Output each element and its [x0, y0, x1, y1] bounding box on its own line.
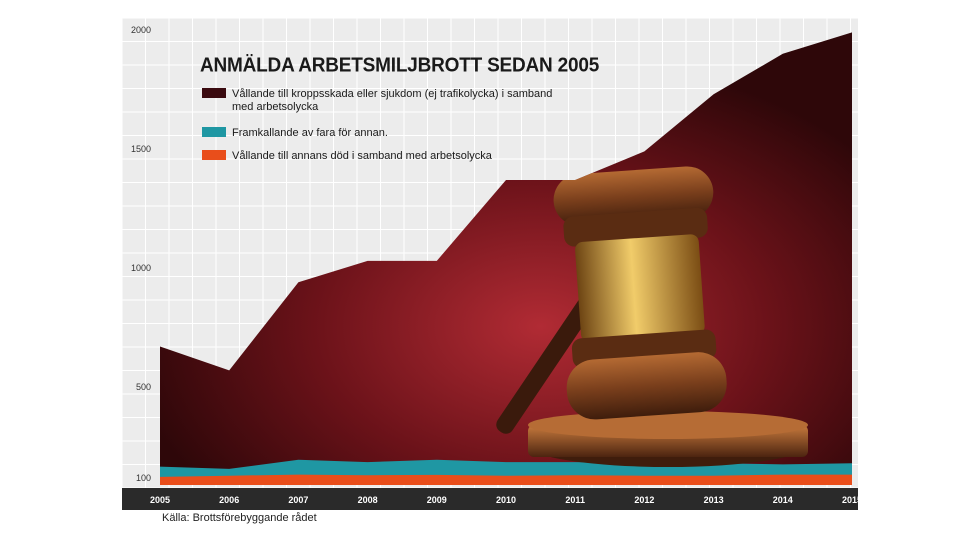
legend-swatch: [202, 88, 226, 98]
x-tick-label: 2006: [219, 495, 239, 505]
legend: Vållande till kroppsskada eller sjukdom …: [202, 88, 552, 162]
gavel-illustration: [496, 166, 808, 467]
y-tick-label: 1500: [131, 144, 151, 154]
legend-swatch: [202, 150, 226, 160]
x-tick-label: 2013: [704, 495, 724, 505]
x-tick-label: 2011: [565, 495, 585, 505]
x-tick-label: 2009: [427, 495, 447, 505]
y-tick-label: 500: [136, 382, 151, 392]
legend-label: Framkallande av fara för annan.: [232, 127, 388, 139]
legend-swatch: [202, 127, 226, 137]
chart-title: ANMÄLDA ARBETSMILJBROTT SEDAN 2005: [200, 53, 599, 77]
x-tick-label: 2007: [288, 495, 308, 505]
y-tick-label: 2000: [131, 25, 151, 35]
x-tick-label: 2014: [773, 495, 793, 505]
legend-label: Vållande till annans död i samband med a…: [232, 150, 493, 162]
y-tick-label: 1000: [131, 263, 151, 273]
x-tick-label: 2010: [496, 495, 516, 505]
x-tick-label: 2008: [358, 495, 378, 505]
axes: 2005 2006 2007 2008 2009 2010 2011 2012 2013 2014…: [122, 25, 862, 510]
x-tick-label: 2012: [634, 495, 654, 505]
y-tick-label: 100: [136, 473, 151, 483]
area-series-3-band: [160, 478, 852, 484]
legend-label-line: Vållande till kroppsskada eller sjukdom …: [232, 88, 552, 100]
legend-label-line: med arbetsolycka: [232, 101, 319, 113]
x-axis-band: [122, 488, 858, 510]
source-note: Källa: Brottsförebyggande rådet: [162, 512, 317, 524]
x-tick-label: 2015: [842, 495, 862, 505]
legend-label: Vållande till kroppsskada eller sjukdom …: [232, 88, 552, 113]
x-tick-label: 2005: [150, 495, 170, 505]
